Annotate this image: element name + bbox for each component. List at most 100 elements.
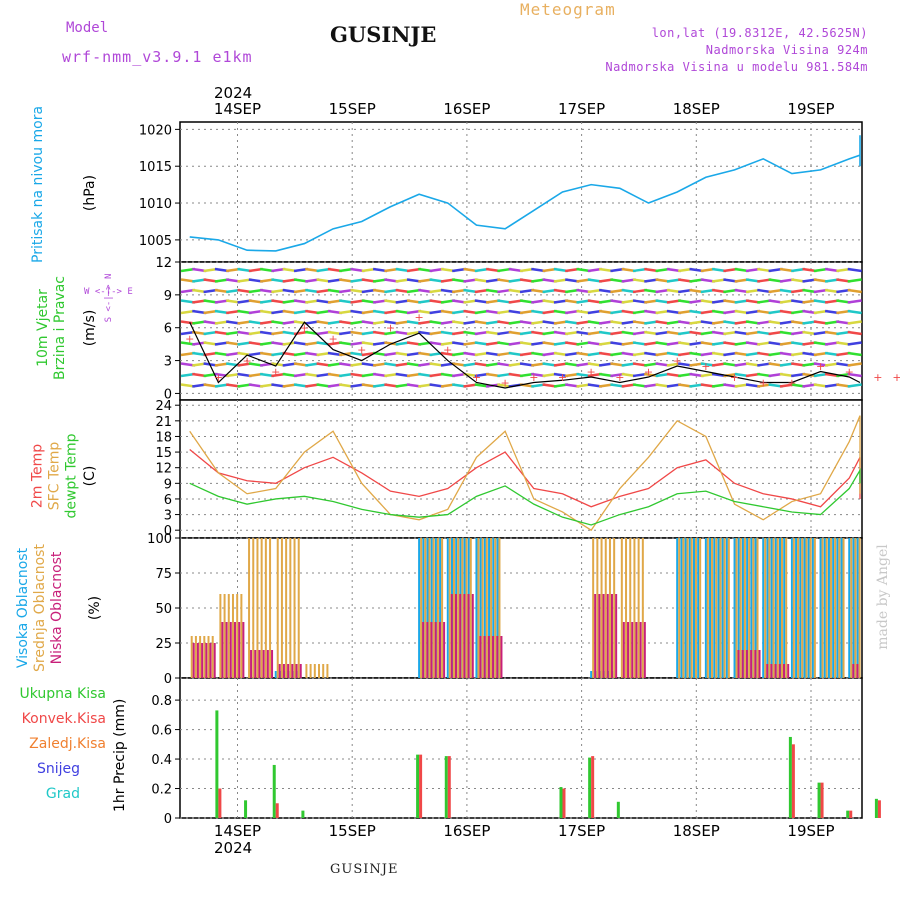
wind-gust-mark: + [845,366,854,379]
temperature-tick-label: 9 [164,477,172,492]
precip-conv-bar [275,803,279,818]
precip-total-bar [272,764,276,818]
precip-graupel-label: Grad [45,786,80,802]
wind-gust-mark: + [271,366,280,379]
temperature-tick-label: 0 [164,524,172,539]
pressure-tick-label: 1020 [139,123,172,138]
lonlat-info: lon,lat (19.8312E, 42.5625N) [651,26,868,40]
precip-total-bar [416,754,420,818]
wind-tick-label: 6 [164,322,172,337]
wind-tick-label: 12 [155,256,172,271]
precip-conv-bar [820,782,824,818]
wind-gust-mark: + [892,371,900,384]
wind-arrow [847,288,862,294]
wind-arrow [847,351,862,357]
precip-snow-label: Snijeg [36,761,80,777]
wind-gust-mark: + [873,371,882,384]
wind-compass-we: W <-|-> E [84,287,133,297]
precip-conv-bar [877,800,881,818]
precip-total-bar [788,736,792,818]
wind-tick-label: 3 [164,355,172,370]
precip-total-bar [559,787,563,818]
wind-tick-label: 9 [164,289,172,304]
wind-gust-mark: + [214,371,223,384]
precip-tick-label: 0.8 [151,694,172,709]
cloud-tick-label: 50 [155,602,172,617]
date-label-bottom: 19SEP [787,822,834,840]
wind-gust-mark: + [701,360,710,373]
cloud-tick-label: 0 [164,672,172,687]
wind-arrow [847,372,862,378]
date-label-top: 14SEP [214,100,261,118]
year-bottom: 2024 [214,839,253,857]
date-label-bottom: 14SEP [214,822,261,840]
date-label-bottom: 16SEP [443,822,490,840]
pressure-series [189,135,861,252]
wind-gust-mark: + [386,322,395,335]
model-name: wrf-nmm_v3.9.1 e1km [62,48,253,66]
wind-arrow [847,309,862,315]
temp-sfc-series [189,415,861,532]
date-label-top: 17SEP [558,100,605,118]
precip-total-bar [817,782,821,818]
precip-tick-label: 0 [164,812,172,827]
cloud-tick-label: 75 [155,567,172,582]
temperature-tick-label: 12 [155,462,172,477]
wind-arrow [847,320,862,325]
precip-conv-bar [591,756,595,818]
pressure-tick-label: 1010 [139,197,172,212]
precip-total-bar [244,800,248,818]
precip-tick-label: 0.2 [151,783,172,798]
wind-arrow [847,383,862,388]
precip-conv-bar [849,810,853,818]
precip-total-bar [215,710,219,818]
precip-total-bar [444,756,448,818]
wind-gust-mark: + [414,311,423,324]
wind-gust-mark: + [443,344,452,357]
wind-arrow [847,330,862,336]
wind-arrow [847,341,862,346]
date-label-bottom: 17SEP [558,822,605,840]
date-label-top: 16SEP [443,100,490,118]
wind-gust-mark: + [644,366,653,379]
precip-total-bar [588,757,592,818]
wind-gust-mark: + [242,355,251,368]
temperature-tick-label: 21 [155,415,172,430]
wind-gust-mark: + [357,344,366,357]
temperature-tick-label: 18 [155,430,172,445]
model-altitude-info: Nadmorska Visina u modelu 981.584m [605,60,868,74]
precip-conv-bar [791,744,795,818]
cloud-tick-label: 25 [155,637,172,652]
date-label-top: 18SEP [673,100,720,118]
wind-gust-mark: + [185,333,194,346]
wind-arrow [847,299,862,304]
wind-speed-series [189,321,861,389]
precip-conv-bar [447,756,451,818]
wind-gust-mark: + [472,371,481,384]
cloud-tick-label: 100 [147,532,172,547]
temp-2m-series [189,448,861,508]
wind-gust-mark: + [501,376,510,389]
precip-total-bar [846,810,850,818]
wind-gust-mark: + [328,333,337,346]
station-title: GUSINJE [330,22,437,47]
temp-dewpoint-series [189,467,861,526]
temperature-tick-label: 15 [155,446,172,461]
temperature-tick-label: 6 [164,493,172,508]
altitude-info: Nadmorska Visina 924m [705,43,868,57]
wind-gust-mark: + [558,371,567,384]
bottom-station-label: GUSINJE [330,862,399,877]
pressure-tick-label: 1015 [139,160,172,175]
pressure-frame [179,121,863,263]
wind-arrow [847,278,862,283]
precip-total-bar [616,801,620,818]
temperature-tick-label: 3 [164,509,172,524]
wind-gust-mark: + [587,366,596,379]
precip-conv-bar [562,788,566,818]
date-label-top: 15SEP [329,100,376,118]
date-label-bottom: 15SEP [329,822,376,840]
precip-frame [179,677,863,819]
precip-strat-label: Zaledj.Kisa [29,736,106,752]
precip-tick-label: 0.6 [151,724,172,739]
